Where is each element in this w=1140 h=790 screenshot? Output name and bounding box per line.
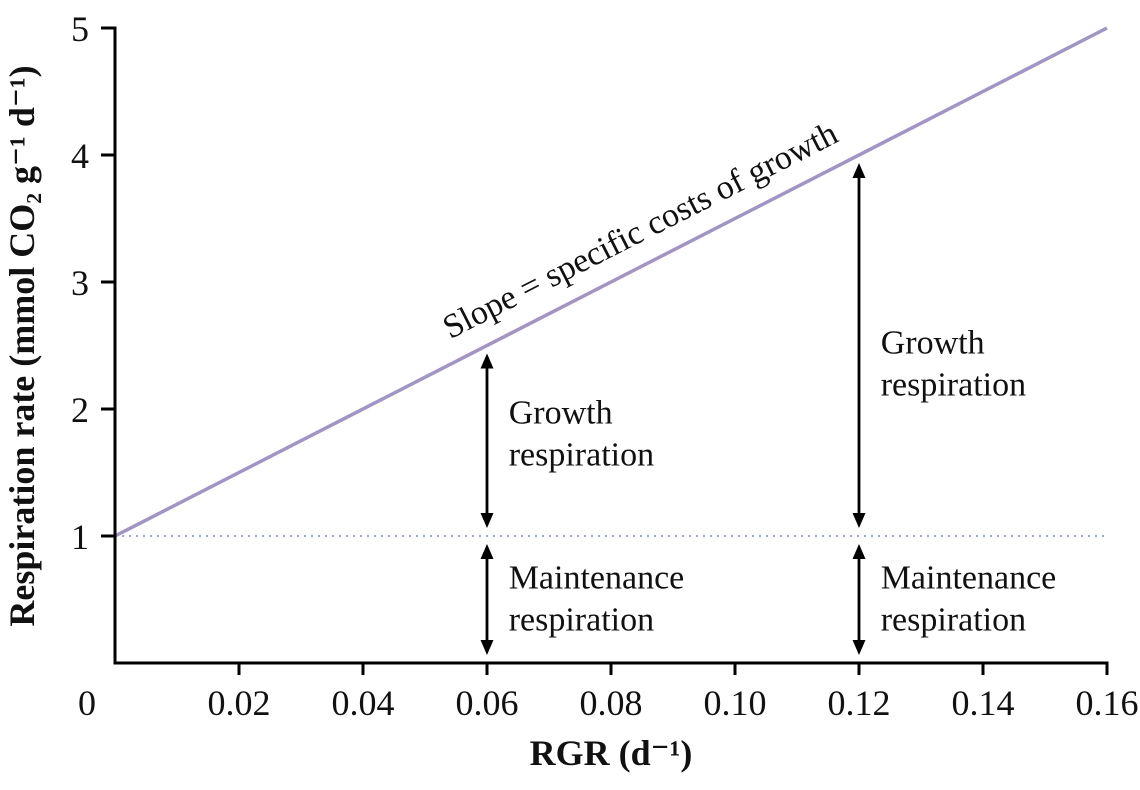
- maintenance-respiration-arrow-right: [852, 544, 866, 655]
- y-tick-label: 2: [71, 390, 89, 430]
- y-tick-label: 1: [71, 517, 89, 557]
- axis-lines: [113, 26, 1109, 665]
- x-tick-label: 0.08: [580, 683, 643, 723]
- y-tick-label: 5: [71, 9, 89, 49]
- x-tick-labels: 0 0.02 0.04 0.06 0.08 0.10 0.12 0.14 0.16: [78, 683, 1139, 723]
- x-tick-label: 0.10: [704, 683, 767, 723]
- x-axis-title: RGR (d⁻¹): [530, 733, 693, 773]
- slope-annotation: Slope = specific costs of growth: [437, 115, 844, 347]
- annotation-arrows: [480, 163, 866, 655]
- maintenance-respiration-label-left: Maintenance respiration: [509, 560, 685, 639]
- y-tick-label: 4: [71, 136, 89, 176]
- growth-respiration-arrow-left: [480, 353, 494, 528]
- x-tick-label: 0.02: [208, 683, 271, 723]
- x-tick-label: 0.06: [456, 683, 519, 723]
- y-tick-label: 3: [71, 263, 89, 303]
- x-tick-label: 0.04: [332, 683, 395, 723]
- maintenance-respiration-label-right: Maintenance respiration: [881, 560, 1057, 639]
- x-tick-label: 0: [78, 683, 96, 723]
- respiration-vs-rgr-line: [114, 26, 1108, 538]
- x-tick-label: 0.16: [1076, 683, 1139, 723]
- annotation-labels: Growth respiration Maintenance respiration G…: [509, 325, 1057, 639]
- growth-respiration-label-right: Growth respiration: [881, 325, 1026, 404]
- x-tick-label: 0.14: [952, 683, 1015, 723]
- data-series: [114, 26, 1108, 538]
- tick-marks: [101, 26, 1109, 675]
- maintenance-respiration-arrow-left: [480, 544, 494, 655]
- growth-respiration-arrow-right: [852, 163, 866, 528]
- x-tick-label: 0.12: [828, 683, 891, 723]
- y-tick-labels: 1 2 3 4 5: [71, 9, 89, 557]
- y-axis-title: Respiration rate (mmol CO₂ g⁻¹ d⁻¹): [2, 65, 42, 626]
- growth-respiration-label-left: Growth respiration: [509, 394, 654, 473]
- axes: [113, 26, 1109, 665]
